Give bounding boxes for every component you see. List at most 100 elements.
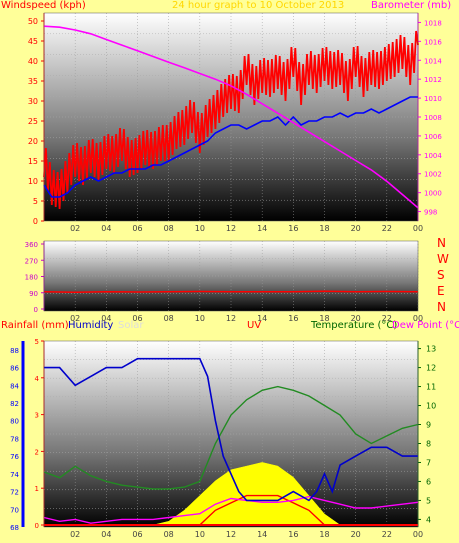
temp-panel-x-tick-label: 02 [70,530,80,539]
wind-panel-x-tick-label: 16 [288,224,298,233]
rain-tick-label: 4 [35,375,40,383]
wind-panel-x-tick-label: 00 [413,224,423,233]
temp-panel-x-tick-label: 22 [382,530,392,539]
direction-line [43,290,419,293]
barometer-tick-label: 1008 [424,114,442,122]
windspeed-line [43,30,419,210]
direction-panel-x-tick-label: 00 [413,314,423,323]
humidity-tick-label: 74 [10,471,19,479]
windspeed-tick-label: 0 [33,217,38,226]
temperature-line [43,385,419,490]
barometer-tick-label: 1004 [424,152,442,160]
direction-tick-label: 90 [29,290,38,298]
wind-panel-x-tick-label: 08 [164,224,174,233]
wind-panel-x-tick-label: 20 [351,224,361,233]
wind-panel-x-tick-label: 10 [195,224,205,233]
temperature-title: Temperature (°C) [311,320,398,331]
rain-tick-label: 1 [35,485,39,493]
direction-tick-label: 270 [25,257,38,265]
direction-panel-x-tick-label: 22 [382,314,392,323]
direction-tick-label: 180 [25,274,38,282]
direction-label-s: S [437,268,445,282]
dewpoint-title: Dew Point (°C [392,320,459,331]
dewpoint-line [43,495,419,524]
barometer-tick-label: 1000 [424,190,442,198]
windspeed-tick-label: 40 [28,57,38,66]
windspeed-title: Windspeed (kph) [1,0,86,11]
barometer-tick-label: 1002 [424,171,442,179]
direction-label-n1: N [437,236,446,250]
humidity-tick-label: 86 [10,365,19,373]
wind-panel-x-tick-label: 06 [132,224,142,233]
barometer-tick-label: 1018 [424,19,442,27]
temp-panel-x-tick-label: 12 [226,530,236,539]
windspeed-tick-label: 50 [28,17,38,26]
wind-panel-x-tick-label: 18 [319,224,329,233]
direction-panel-x-tick-label: 02 [70,314,80,323]
wind-panel-x-tick-label: 04 [101,224,111,233]
temp-panel-x-tick-label: 10 [195,530,205,539]
direction-panel-x-tick-label: 14 [257,314,267,323]
temperature-tick-label: 8 [426,439,431,448]
temperature-tick-label: 11 [426,383,436,392]
humidity-tick-label: 68 [10,524,19,532]
barometer-tick-label: 998 [424,209,437,217]
windspeed-tick-label: 35 [28,77,38,86]
wind-panel-x-tick-label: 02 [70,224,80,233]
direction-panel-x-tick-label: 18 [319,314,329,323]
humidity-tick-label: 82 [10,400,19,408]
uv-title: UV [247,320,262,331]
temperature-tick-label: 9 [426,421,431,430]
date-title: 24 hour graph to 10 October 2013 [172,0,345,11]
direction-panel-x-tick-label: 06 [132,314,142,323]
windspeed-tick-label: 15 [28,157,38,166]
humidity-line [44,357,418,502]
temp-panel-x-tick-label: 00 [413,530,423,539]
direction-panel-x-tick-label: 10 [195,314,205,323]
temp-panel-x-tick-label: 04 [101,530,111,539]
wind-panel-border [43,12,419,222]
uv-line [44,494,418,526]
humidity-tick-label: 88 [10,347,19,355]
wind-panel-x-tick-label: 14 [257,224,267,233]
temp-panel-x-tick-label: 20 [351,530,361,539]
wind-panel-x-tick-label: 22 [382,224,392,233]
direction-panel-x-tick-label: 20 [351,314,361,323]
windspeed-tick-label: 20 [28,137,38,146]
temp-panel-x-tick-label: 14 [257,530,267,539]
rain-tick-label: 2 [35,448,39,456]
direction-label-w: W [437,252,449,266]
barometer-tick-label: 1014 [424,57,442,65]
temp-panel-border [43,340,419,528]
barometer-line [43,25,419,209]
humidity-tick-label: 72 [10,489,19,497]
windspeed-tick-label: 10 [28,177,38,186]
direction-panel-x-tick-label: 08 [164,314,174,323]
direction-label-n2: N [437,300,446,314]
barometer-tick-label: 1016 [424,38,442,46]
temp-panel-x-tick-label: 06 [132,530,142,539]
temperature-tick-label: 7 [426,458,431,467]
direction-panel-x-tick-label: 16 [288,314,298,323]
temperature-tick-label: 13 [426,345,436,354]
barometer-tick-label: 1010 [424,95,442,103]
humidity-tick-label: 84 [10,382,19,390]
rain-tick-label: 5 [35,338,39,346]
rain-tick-label: 0 [35,522,39,530]
direction-tick-label: 360 [25,241,38,249]
temperature-tick-label: 10 [426,402,436,411]
barometer-tick-label: 1012 [424,76,442,84]
humidity-tick-label: 76 [10,453,19,461]
temp-panel-x-tick-label: 16 [288,530,298,539]
windspeed-tick-label: 5 [33,197,38,206]
humidity-tick-label: 80 [10,418,19,426]
rain-tick-label: 3 [35,412,39,420]
temp-panel-x-tick-label: 08 [164,530,174,539]
windspeed-tick-label: 30 [28,97,38,106]
barometer-tick-label: 1006 [424,133,442,141]
temperature-tick-label: 5 [426,496,431,505]
windspeed-tick-label: 25 [28,117,38,126]
temp-panel-x-tick-label: 18 [319,530,329,539]
barometer-title: Barometer (mb) [371,0,452,11]
